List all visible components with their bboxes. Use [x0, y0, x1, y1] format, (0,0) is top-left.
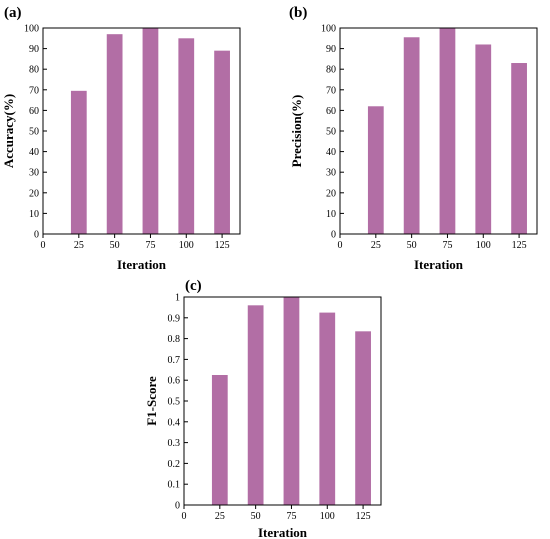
y-axis-title-c: F1-Score [144, 376, 159, 426]
y-tick-label-b: 70 [326, 85, 336, 96]
x-tick-label-a: 0 [41, 240, 46, 251]
y-tick-label-a: 20 [29, 188, 39, 199]
x-tick-label-a: 100 [179, 240, 194, 251]
x-axis-title-c: Iteration [258, 525, 308, 539]
x-tick-label-b: 125 [512, 240, 527, 251]
y-tick-label-c: 0.4 [168, 417, 181, 428]
y-tick-label-c: 0.8 [168, 334, 181, 345]
y-tick-label-c: 0.9 [168, 313, 181, 324]
y-tick-label-a: 70 [29, 85, 39, 96]
bar-b-25 [367, 106, 384, 234]
y-tick-label-a: 80 [29, 65, 39, 76]
bar-b-100 [475, 44, 492, 235]
y-tick-label-c: 0.2 [168, 459, 181, 470]
x-tick-label-c: 0 [182, 511, 187, 522]
panel-label-c: (c) [185, 278, 202, 294]
y-tick-label-b: 0 [331, 230, 336, 241]
x-tick-label-b: 50 [407, 240, 417, 251]
y-tick-label-a: 50 [29, 127, 39, 138]
bar-a-75 [142, 28, 159, 234]
x-tick-label-a: 25 [74, 240, 84, 251]
bar-a-125 [214, 50, 230, 234]
x-tick-label-c: 75 [286, 511, 296, 522]
bar-c-75 [283, 297, 300, 505]
y-axis-title-a: Accuracy(%) [1, 94, 16, 168]
x-tick-label-c: 50 [251, 511, 261, 522]
x-tick-label-b: 25 [371, 240, 381, 251]
y-tick-label-c: 0.1 [168, 480, 181, 491]
y-tick-label-c: 0.5 [168, 397, 181, 408]
chart-panel-a: (a) Iteration Accuracy(%) 0 10 20 30 40 50 60 7… [1, 5, 241, 272]
bar-c-125 [355, 331, 371, 505]
chart-panel-b: (b) Iteration Precision(%) 0 10 20 30 40 50 60… [289, 5, 538, 272]
bar-a-25 [70, 90, 87, 234]
x-tick-label-a: 125 [215, 240, 230, 251]
bar-a-50 [106, 34, 123, 235]
x-tick-label-c: 125 [356, 511, 371, 522]
bar-a-100 [178, 38, 195, 234]
y-tick-label-c: 0.7 [168, 355, 181, 366]
x-axis-title-a: Iteration [117, 257, 167, 272]
y-tick-label-c: 0.6 [168, 376, 181, 387]
y-tick-label-b: 50 [326, 127, 336, 138]
x-tick-label-c: 100 [320, 511, 335, 522]
y-tick-label-b: 90 [326, 44, 336, 55]
y-tick-label-a: 0 [34, 230, 39, 241]
y-tick-label-c: 0.3 [168, 438, 181, 449]
bar-b-125 [511, 63, 527, 234]
y-tick-label-a: 100 [24, 24, 39, 35]
y-tick-label-b: 10 [326, 209, 336, 220]
bar-c-50 [247, 305, 264, 505]
y-tick-label-b: 80 [326, 65, 336, 76]
x-tick-label-c: 25 [215, 511, 225, 522]
y-tick-label-a: 10 [29, 209, 39, 220]
x-tick-label-b: 75 [442, 240, 452, 251]
panel-label-b: (b) [289, 5, 307, 21]
y-tick-label-b: 40 [326, 147, 336, 158]
y-tick-label-a: 60 [29, 106, 39, 117]
y-tick-label-b: 60 [326, 106, 336, 117]
x-tick-label-b: 0 [338, 240, 343, 251]
x-tick-label-b: 100 [476, 240, 491, 251]
y-tick-label-b: 20 [326, 188, 336, 199]
y-tick-label-a: 30 [29, 168, 39, 179]
bar-b-75 [439, 28, 456, 234]
y-axis-title-b: Precision(%) [289, 95, 304, 168]
bar-b-50 [403, 37, 420, 234]
y-tick-label-a: 90 [29, 44, 39, 55]
bar-c-25 [211, 375, 228, 505]
x-tick-label-a: 50 [110, 240, 120, 251]
y-tick-label-b: 30 [326, 168, 336, 179]
x-tick-label-a: 75 [145, 240, 155, 251]
y-tick-label-c: 0 [175, 501, 180, 512]
bar-c-100 [319, 312, 336, 505]
y-tick-label-b: 100 [321, 24, 336, 35]
y-tick-label-c: 1 [175, 293, 180, 304]
chart-panel-c: (c) Iteration F1-Score 0 0.1 0.2 0.3 0.4 0.5 0… [144, 278, 382, 539]
x-axis-title-b: Iteration [414, 257, 464, 272]
y-tick-label-a: 40 [29, 147, 39, 158]
panel-label-a: (a) [4, 5, 22, 21]
